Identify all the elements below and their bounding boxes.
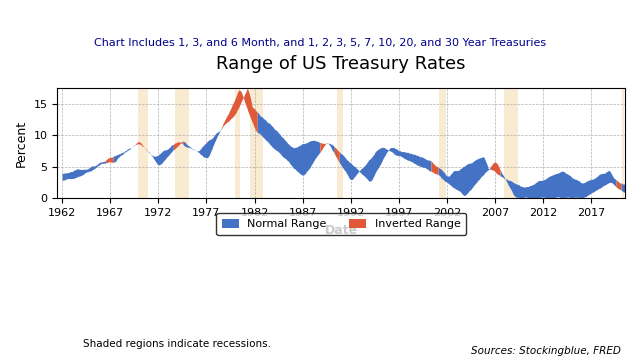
Bar [236,88,240,198]
Bar [50,88,55,198]
Text: Shaded regions indicate recessions.: Shaded regions indicate recessions. [83,339,271,349]
Legend: Normal Range, Inverted Range: Normal Range, Inverted Range [216,213,466,235]
Bar [504,88,518,198]
Title: Range of US Treasury Rates: Range of US Treasury Rates [216,55,466,73]
Bar [175,88,189,198]
Bar [337,88,343,198]
Text: Chart Includes 1, 3, and 6 Month, and 1, 2, 3, 5, 7, 10, 20, and 30 Year Treasur: Chart Includes 1, 3, and 6 Month, and 1,… [94,38,546,48]
Text: Sources: Stockingblue, FRED: Sources: Stockingblue, FRED [471,346,621,356]
Bar [622,88,624,198]
Y-axis label: Percent: Percent [15,120,28,167]
Bar [439,88,446,198]
Bar [138,88,148,198]
X-axis label: Date: Date [324,224,358,237]
Bar [250,88,264,198]
